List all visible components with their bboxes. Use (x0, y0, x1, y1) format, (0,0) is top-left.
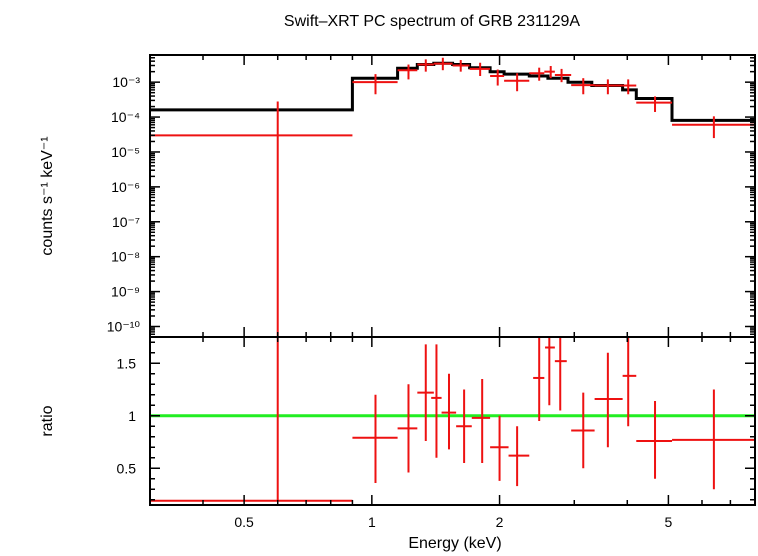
ratio-point (545, 337, 555, 406)
data-point (622, 79, 637, 95)
x-tick-label: 2 (496, 514, 504, 530)
y-tick-label: 1 (128, 408, 136, 424)
data-point (504, 73, 530, 92)
ratio-point (150, 337, 353, 502)
y-tick-label: 10⁻⁵ (111, 144, 140, 160)
ratio-point (456, 389, 472, 463)
ratio-point (417, 344, 434, 441)
y-tick-label: 10⁻⁶ (111, 179, 140, 195)
ratio-point (594, 352, 623, 448)
data-point (544, 66, 555, 79)
spectrum-panel: 10⁻³ 10⁻⁴ 10⁻⁵ 10⁻⁶ 10⁻⁷ 10⁻⁸ 10⁻⁹ 10⁻¹⁰ counts… (39, 54, 756, 338)
data-point (417, 59, 434, 72)
x-tick-label: 0.5 (234, 514, 254, 530)
model-curve (150, 61, 755, 122)
data-point (554, 68, 572, 83)
ratio-points (150, 337, 755, 502)
model-step-line (150, 61, 755, 122)
ratio-point (397, 384, 418, 473)
spectrum-y-ticks: 10⁻³ 10⁻⁴ 10⁻⁵ 10⁻⁶ 10⁻⁷ 10⁻⁸ 10⁻⁹ 10⁻¹⁰ (107, 54, 755, 335)
data-points (150, 57, 755, 337)
y-tick-label: 10⁻⁹ (111, 284, 140, 300)
ratio-point (471, 379, 491, 463)
data-point (490, 69, 505, 86)
spectrum-y-axis-label: counts s⁻¹ keV⁻¹ (39, 136, 56, 255)
x-tick-label: 1 (368, 514, 376, 530)
ratio-y-ticks: 0.5 1 1.5 (117, 341, 755, 501)
ratio-point (622, 337, 637, 427)
data-point (672, 116, 755, 139)
ratio-y-axis-label: ratio (39, 405, 56, 436)
x-axis-label: Energy (keV) (408, 535, 501, 552)
data-point (397, 64, 418, 80)
ratio-point (431, 344, 442, 458)
data-point (452, 60, 470, 72)
ratio-point (554, 337, 567, 411)
chart-title: Swift–XRT PC spectrum of GRB 231129A (284, 13, 580, 30)
ratio-panel: 0.5 1 2 5 0.5 1 1.5 ratio (39, 336, 756, 530)
ratio-point (352, 394, 398, 483)
ratio-point (441, 373, 457, 450)
data-point (636, 96, 673, 112)
data-point (352, 74, 398, 95)
ratio-point (672, 389, 755, 490)
ratio-plot-frame (149, 336, 756, 506)
ratio-point (508, 426, 530, 487)
spectrum-x-ticks (149, 55, 756, 337)
data-point (571, 78, 595, 95)
data-point (469, 62, 491, 77)
data-point (529, 67, 545, 81)
data-point (594, 79, 623, 95)
y-tick-label: 0.5 (117, 460, 137, 476)
ratio-point (571, 392, 595, 469)
ratio-point (490, 415, 509, 481)
ratio-point (533, 337, 545, 421)
y-tick-label: 1.5 (117, 355, 137, 371)
data-point (433, 57, 453, 71)
y-tick-label: 10⁻⁸ (111, 249, 140, 265)
y-tick-label: 10⁻⁴ (111, 109, 140, 125)
y-tick-label: 10⁻¹⁰ (107, 318, 141, 334)
x-tick-label: 5 (664, 514, 672, 530)
ratio-x-ticks: 0.5 1 2 5 (149, 337, 756, 530)
data-point (150, 101, 353, 337)
y-tick-label: 10⁻³ (112, 74, 140, 90)
y-tick-label: 10⁻⁷ (112, 214, 140, 230)
ratio-point (636, 401, 673, 479)
